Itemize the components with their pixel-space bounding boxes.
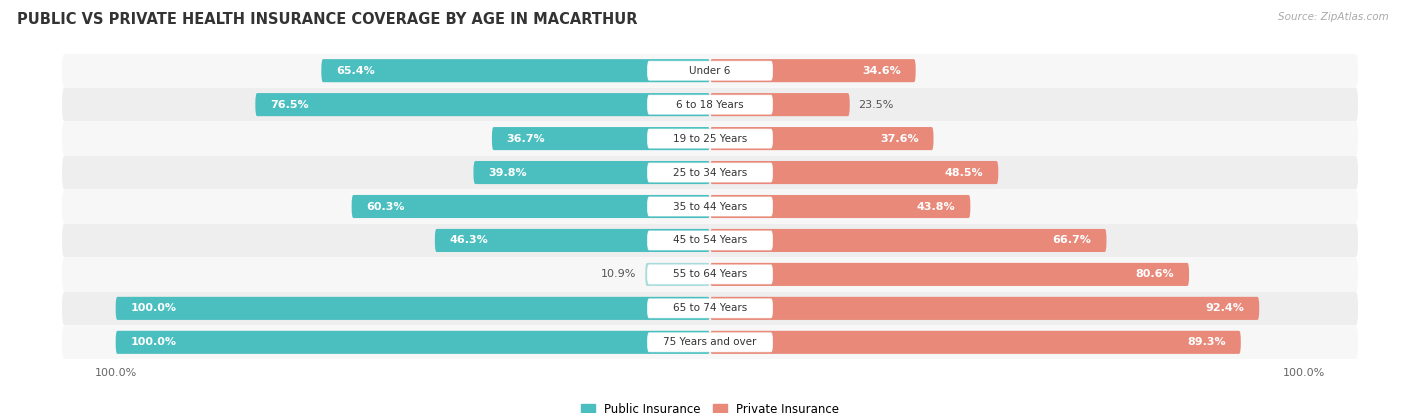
Text: 19 to 25 Years: 19 to 25 Years bbox=[673, 133, 747, 144]
FancyBboxPatch shape bbox=[648, 95, 772, 114]
Text: PUBLIC VS PRIVATE HEALTH INSURANCE COVERAGE BY AGE IN MACARTHUR: PUBLIC VS PRIVATE HEALTH INSURANCE COVER… bbox=[17, 12, 637, 27]
Text: 65.4%: 65.4% bbox=[336, 66, 375, 76]
Text: 66.7%: 66.7% bbox=[1053, 235, 1091, 245]
Text: 100.0%: 100.0% bbox=[131, 337, 177, 347]
Text: 6 to 18 Years: 6 to 18 Years bbox=[676, 100, 744, 109]
Text: Source: ZipAtlas.com: Source: ZipAtlas.com bbox=[1278, 12, 1389, 22]
FancyBboxPatch shape bbox=[62, 292, 1358, 325]
Text: 43.8%: 43.8% bbox=[917, 202, 956, 211]
Text: 35 to 44 Years: 35 to 44 Years bbox=[673, 202, 747, 211]
FancyBboxPatch shape bbox=[115, 297, 710, 320]
FancyBboxPatch shape bbox=[62, 190, 1358, 223]
FancyBboxPatch shape bbox=[434, 229, 710, 252]
FancyBboxPatch shape bbox=[710, 297, 1260, 320]
FancyBboxPatch shape bbox=[62, 122, 1358, 155]
FancyBboxPatch shape bbox=[710, 127, 934, 150]
FancyBboxPatch shape bbox=[648, 129, 772, 148]
FancyBboxPatch shape bbox=[645, 263, 710, 286]
FancyBboxPatch shape bbox=[352, 195, 710, 218]
Text: 48.5%: 48.5% bbox=[945, 168, 983, 178]
Text: 10.9%: 10.9% bbox=[600, 269, 637, 280]
FancyBboxPatch shape bbox=[710, 161, 998, 184]
Text: 92.4%: 92.4% bbox=[1205, 304, 1244, 313]
Text: 76.5%: 76.5% bbox=[270, 100, 309, 109]
FancyBboxPatch shape bbox=[710, 263, 1189, 286]
Text: 36.7%: 36.7% bbox=[506, 133, 546, 144]
FancyBboxPatch shape bbox=[62, 88, 1358, 121]
Text: 75 Years and over: 75 Years and over bbox=[664, 337, 756, 347]
Text: 39.8%: 39.8% bbox=[488, 168, 527, 178]
Text: 37.6%: 37.6% bbox=[880, 133, 918, 144]
FancyBboxPatch shape bbox=[62, 325, 1358, 359]
Text: 55 to 64 Years: 55 to 64 Years bbox=[673, 269, 747, 280]
FancyBboxPatch shape bbox=[710, 331, 1240, 354]
Text: 45 to 54 Years: 45 to 54 Years bbox=[673, 235, 747, 245]
FancyBboxPatch shape bbox=[710, 59, 915, 82]
FancyBboxPatch shape bbox=[256, 93, 710, 116]
FancyBboxPatch shape bbox=[710, 93, 849, 116]
FancyBboxPatch shape bbox=[115, 331, 710, 354]
FancyBboxPatch shape bbox=[648, 61, 772, 80]
FancyBboxPatch shape bbox=[62, 258, 1358, 291]
FancyBboxPatch shape bbox=[62, 156, 1358, 189]
Text: 80.6%: 80.6% bbox=[1136, 269, 1174, 280]
FancyBboxPatch shape bbox=[62, 54, 1358, 88]
FancyBboxPatch shape bbox=[62, 224, 1358, 257]
Text: 23.5%: 23.5% bbox=[859, 100, 894, 109]
Text: 89.3%: 89.3% bbox=[1187, 337, 1226, 347]
Text: 46.3%: 46.3% bbox=[450, 235, 488, 245]
Text: 100.0%: 100.0% bbox=[131, 304, 177, 313]
Text: 25 to 34 Years: 25 to 34 Years bbox=[673, 168, 747, 178]
Text: 34.6%: 34.6% bbox=[862, 66, 901, 76]
FancyBboxPatch shape bbox=[648, 333, 772, 352]
Text: 65 to 74 Years: 65 to 74 Years bbox=[673, 304, 747, 313]
FancyBboxPatch shape bbox=[648, 299, 772, 318]
FancyBboxPatch shape bbox=[648, 231, 772, 250]
Text: 60.3%: 60.3% bbox=[367, 202, 405, 211]
FancyBboxPatch shape bbox=[710, 229, 1107, 252]
FancyBboxPatch shape bbox=[474, 161, 710, 184]
FancyBboxPatch shape bbox=[710, 195, 970, 218]
Text: Under 6: Under 6 bbox=[689, 66, 731, 76]
FancyBboxPatch shape bbox=[492, 127, 710, 150]
FancyBboxPatch shape bbox=[648, 163, 772, 182]
FancyBboxPatch shape bbox=[648, 265, 772, 284]
FancyBboxPatch shape bbox=[648, 197, 772, 216]
FancyBboxPatch shape bbox=[322, 59, 710, 82]
Legend: Public Insurance, Private Insurance: Public Insurance, Private Insurance bbox=[576, 398, 844, 413]
